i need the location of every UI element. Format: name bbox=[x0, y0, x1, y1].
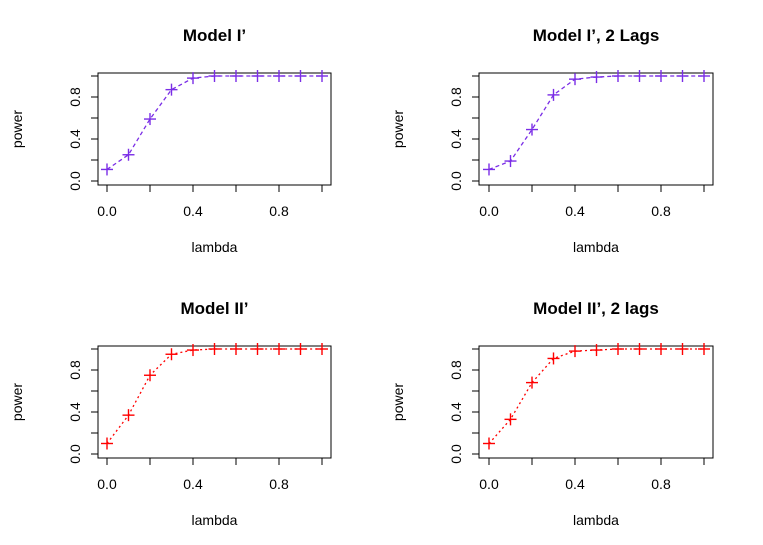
data-point bbox=[590, 71, 603, 84]
x-tick-label: 0.4 bbox=[183, 476, 203, 492]
data-point bbox=[526, 376, 538, 389]
data-point bbox=[569, 345, 581, 358]
y-axis-label: power bbox=[9, 383, 25, 421]
x-axis-label: lambda bbox=[192, 512, 238, 528]
data-point bbox=[612, 343, 624, 355]
x-tick-label: 0.8 bbox=[269, 203, 289, 219]
data-point bbox=[187, 344, 199, 357]
chart-title: Model II’ bbox=[181, 299, 249, 318]
y-tick-label: 0.4 bbox=[448, 129, 464, 149]
x-tick-label: 0.8 bbox=[651, 203, 671, 219]
data-point bbox=[208, 343, 221, 355]
x-tick-label: 0.4 bbox=[565, 203, 585, 219]
data-point bbox=[483, 163, 495, 176]
data-point bbox=[122, 409, 135, 422]
chart-title: Model I’ bbox=[183, 26, 246, 45]
series-line bbox=[488, 348, 704, 444]
series-line bbox=[106, 348, 322, 444]
data-point bbox=[676, 70, 689, 82]
data-point bbox=[633, 70, 646, 82]
data-point bbox=[676, 343, 689, 355]
y-tick-label: 0.0 bbox=[67, 444, 83, 464]
data-point bbox=[122, 148, 135, 161]
x-tick-label: 0.0 bbox=[97, 476, 117, 492]
data-point bbox=[526, 123, 538, 136]
y-tick-label: 0.8 bbox=[448, 360, 464, 380]
data-point bbox=[547, 88, 560, 101]
data-point bbox=[251, 343, 264, 355]
data-point bbox=[273, 343, 285, 355]
x-tick-label: 0.0 bbox=[479, 203, 499, 219]
data-point bbox=[144, 369, 156, 382]
x-axis-label: lambda bbox=[573, 239, 619, 255]
x-tick-label: 0.4 bbox=[183, 203, 203, 219]
plot-frame bbox=[97, 72, 332, 186]
data-point bbox=[101, 437, 113, 450]
data-point bbox=[547, 352, 560, 365]
data-point bbox=[273, 70, 285, 82]
data-point bbox=[504, 155, 517, 168]
panel-2: Model I’, 2 Lags 0.0 0.4 0.8 0.0 0.4 0.8 lambda… bbox=[390, 26, 714, 255]
data-point bbox=[569, 73, 581, 86]
y-tick-label: 0.8 bbox=[448, 87, 464, 107]
data-point bbox=[633, 343, 646, 355]
data-point bbox=[251, 70, 264, 82]
data-point bbox=[165, 83, 178, 96]
y-tick-label: 0.8 bbox=[67, 360, 83, 380]
plot-frame bbox=[97, 345, 332, 459]
data-point bbox=[294, 343, 307, 355]
y-tick-label: 0.4 bbox=[67, 129, 83, 149]
x-tick-label: 0.4 bbox=[565, 476, 585, 492]
data-point bbox=[208, 70, 221, 82]
y-axis-label: power bbox=[9, 110, 25, 148]
y-tick-label: 0.8 bbox=[67, 87, 83, 107]
y-tick-label: 0.0 bbox=[67, 171, 83, 191]
data-point bbox=[187, 72, 199, 85]
series-line bbox=[106, 75, 322, 170]
y-tick-label: 0.4 bbox=[448, 402, 464, 422]
chart-title: Model II’, 2 lags bbox=[533, 299, 659, 318]
data-point bbox=[655, 70, 667, 82]
panel-3: Model II’ 0.0 0.4 0.8 0.0 0.4 0.8 lambda power bbox=[9, 299, 332, 528]
x-axis-label: lambda bbox=[192, 239, 238, 255]
data-point bbox=[144, 113, 156, 126]
plot-frame bbox=[478, 72, 714, 186]
data-point bbox=[316, 343, 328, 355]
data-point bbox=[483, 437, 495, 450]
x-tick-label: 0.8 bbox=[651, 476, 671, 492]
data-point bbox=[294, 70, 307, 82]
y-axis-label: power bbox=[390, 383, 406, 421]
data-point bbox=[612, 70, 624, 82]
series-line bbox=[488, 75, 704, 171]
x-tick-label: 0.0 bbox=[97, 203, 117, 219]
plot-frame bbox=[478, 345, 714, 459]
data-point bbox=[504, 413, 517, 426]
data-point bbox=[698, 343, 710, 355]
y-axis-label: power bbox=[390, 110, 406, 148]
y-tick-label: 0.4 bbox=[67, 402, 83, 422]
panel-4: Model II’, 2 lags 0.0 0.4 0.8 0.0 0.4 0.8 lambd… bbox=[390, 299, 714, 528]
x-axis-label: lambda bbox=[573, 512, 619, 528]
chart-title: Model I’, 2 Lags bbox=[533, 26, 660, 45]
data-point bbox=[230, 70, 242, 82]
y-tick-label: 0.0 bbox=[448, 444, 464, 464]
data-point bbox=[316, 70, 328, 82]
data-point bbox=[698, 70, 710, 82]
data-point bbox=[590, 344, 603, 357]
y-tick-label: 0.0 bbox=[448, 171, 464, 191]
data-point bbox=[101, 163, 113, 176]
panel-1: Model I’ 0.0 0.4 0.8 0.0 0.4 0.8 lambda power bbox=[9, 26, 332, 255]
data-point bbox=[165, 348, 178, 361]
x-tick-label: 0.8 bbox=[269, 476, 289, 492]
data-point bbox=[230, 343, 242, 355]
data-point bbox=[655, 343, 667, 355]
x-tick-label: 0.0 bbox=[479, 476, 499, 492]
